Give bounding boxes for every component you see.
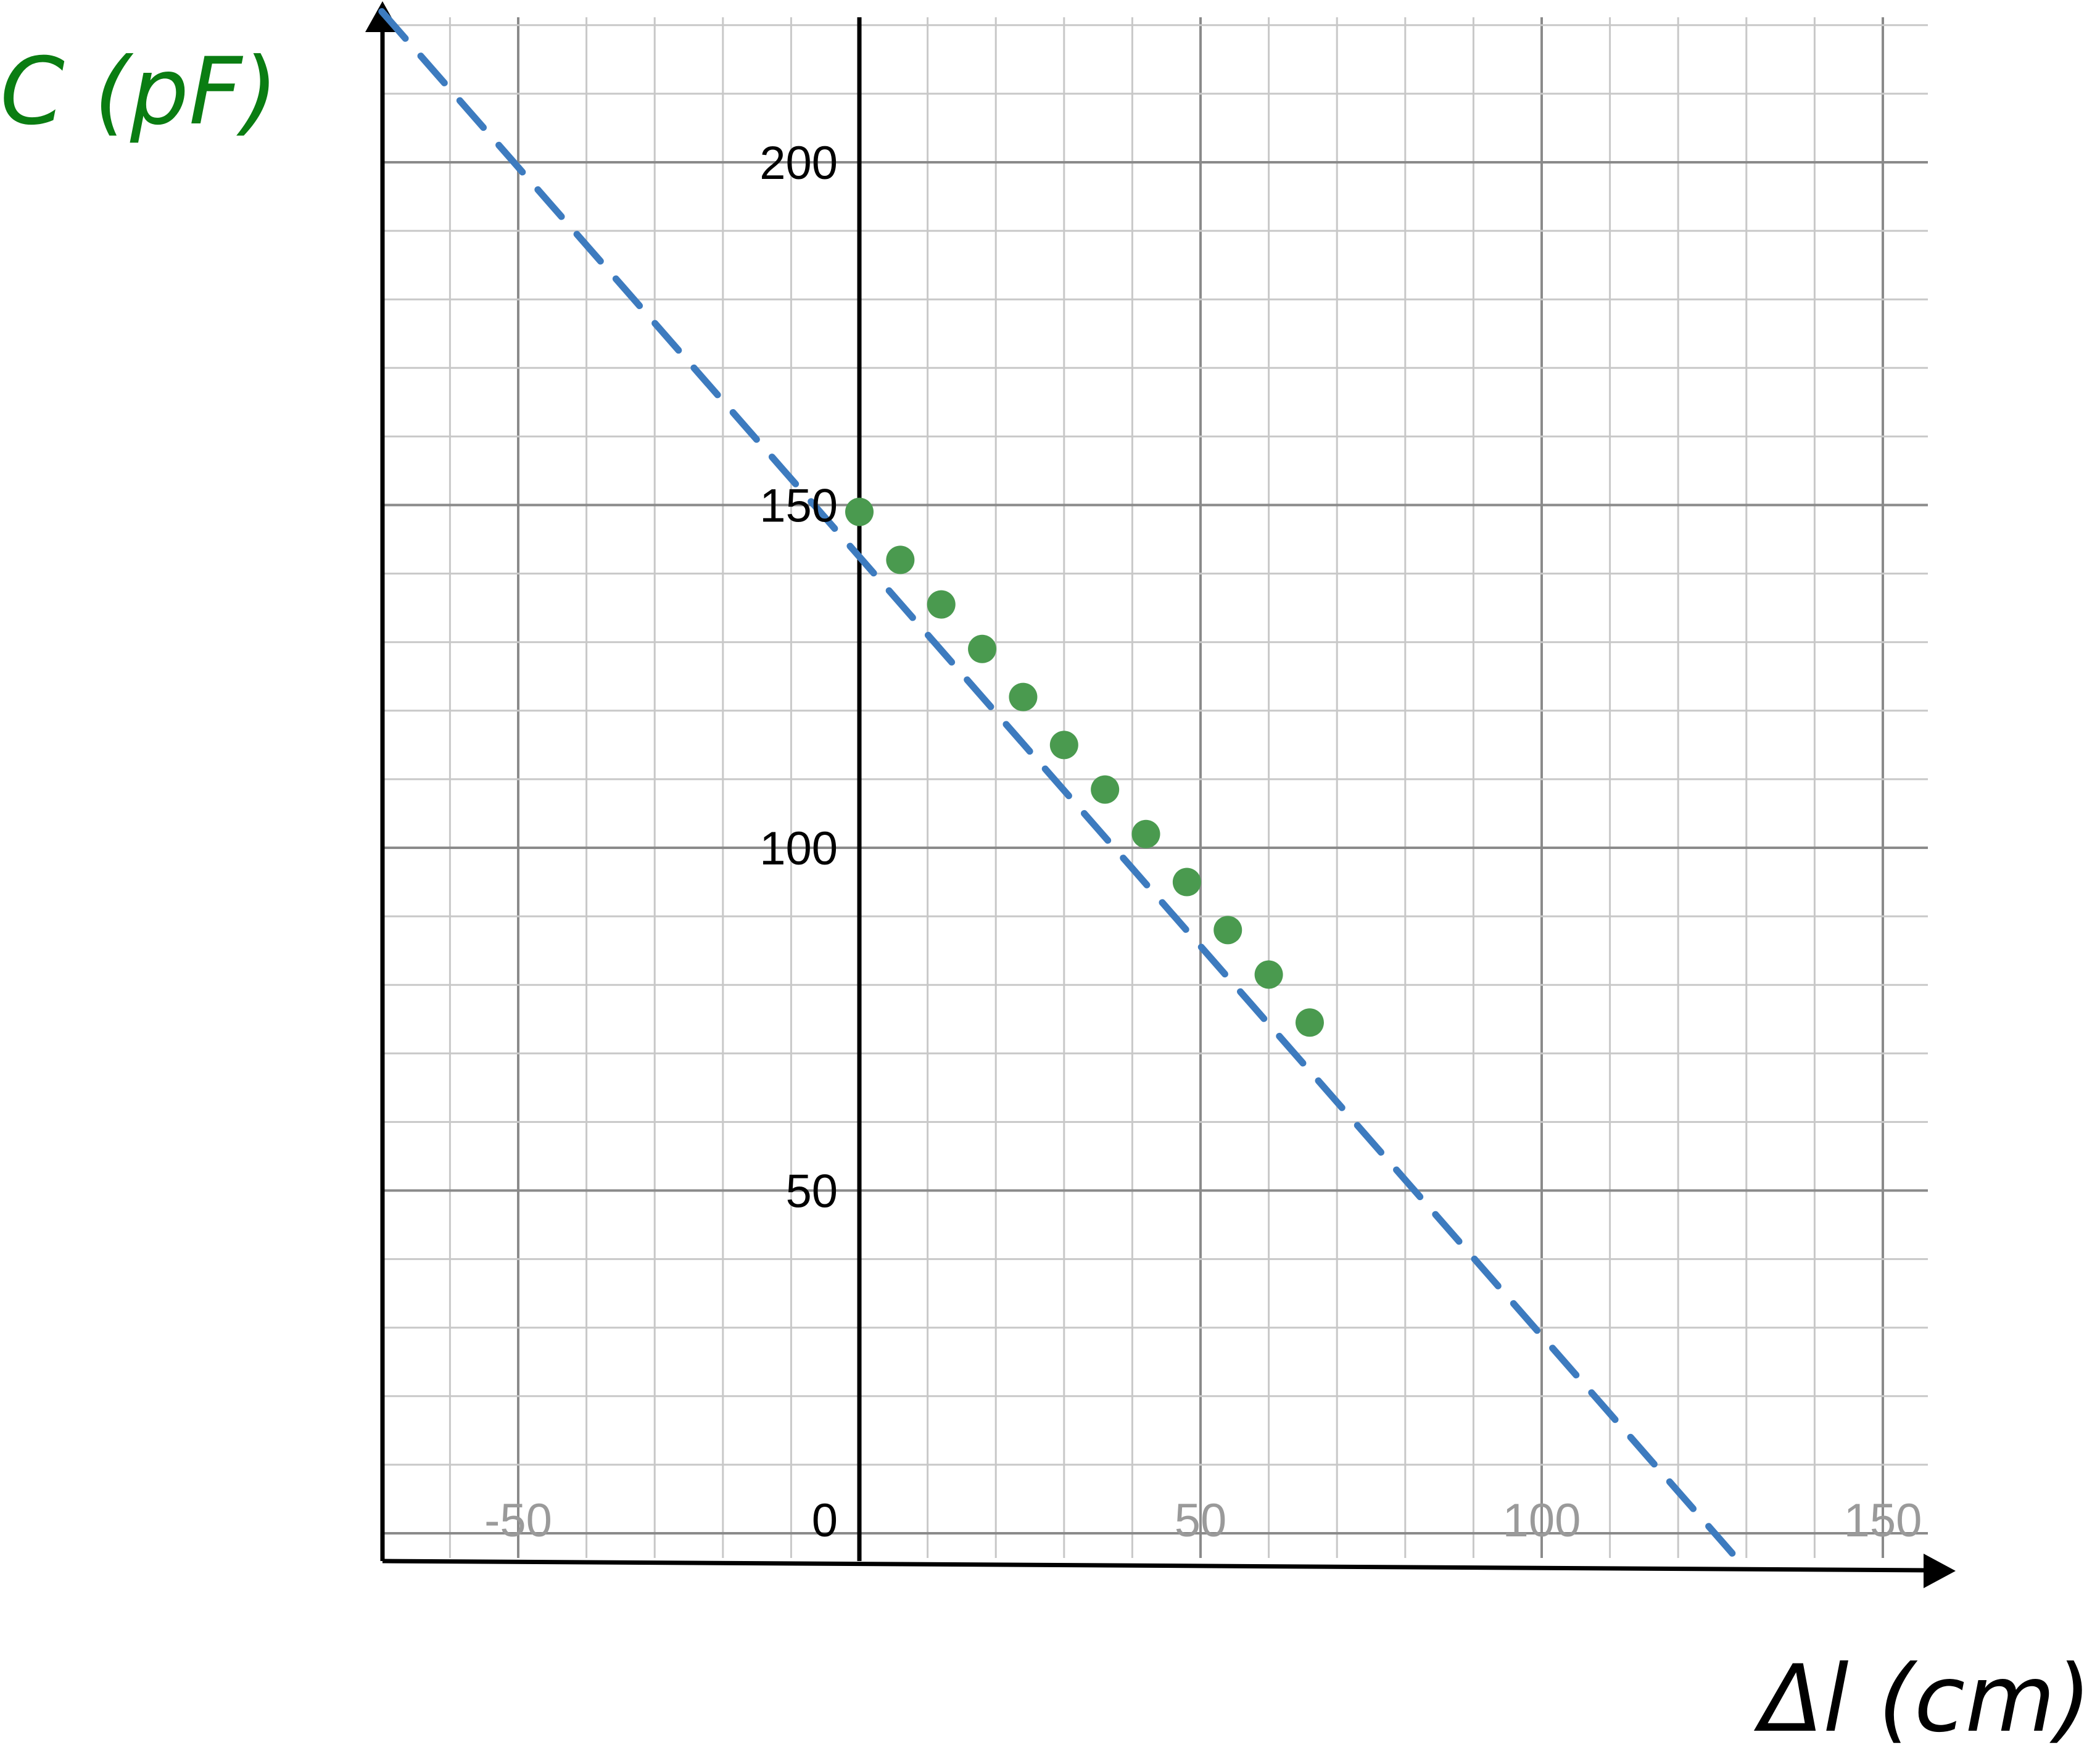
x-tick-label: -50 (484, 1494, 552, 1547)
data-point (845, 497, 874, 526)
x-axis-arrow (1924, 1554, 1956, 1588)
data-point (1091, 775, 1120, 804)
y-tick-label: 150 (759, 480, 838, 532)
data-point (1009, 682, 1038, 711)
data-point (1213, 916, 1242, 945)
x-tick-label: 100 (1503, 1494, 1581, 1547)
data-point (1049, 731, 1078, 760)
data-point (1172, 868, 1201, 897)
tick-labels: -50 50 100 150 0 50 100 150 200 (484, 137, 1922, 1547)
fit-line (378, 8, 1737, 1557)
y-tick-label: 200 (759, 137, 838, 189)
x-tick-label: 50 (1175, 1494, 1227, 1547)
y-tick-label: 100 (759, 822, 838, 875)
data-point (1131, 819, 1160, 848)
y-tick-label: 0 (812, 1494, 838, 1547)
data-point (968, 634, 997, 663)
x-tick-label: 150 (1844, 1494, 1922, 1547)
x-axis-line (382, 1559, 1932, 1573)
data-point (1295, 1008, 1324, 1037)
grid (382, 17, 1928, 1558)
data-point (1254, 960, 1283, 989)
data-point (927, 590, 956, 619)
y-tick-label: 50 (785, 1166, 838, 1218)
data-point (886, 545, 915, 574)
x-axis-label: Δl (cm) (1753, 1646, 2091, 1748)
axes (365, 1, 1956, 1588)
data-points (845, 497, 1324, 1037)
fit-line-group (378, 8, 1737, 1557)
y-axis-label: C (pF) (0, 38, 278, 146)
